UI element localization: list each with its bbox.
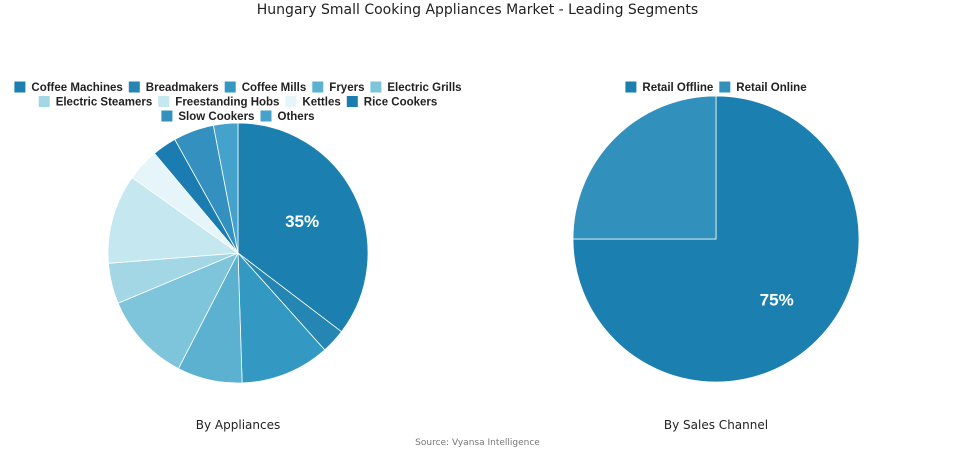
legend-item-kettles: Kettles bbox=[285, 96, 341, 109]
legend-label: Electric Grills bbox=[387, 82, 461, 94]
legend-swatch bbox=[625, 81, 637, 93]
chart-title: Hungary Small Cooking Appliances Market … bbox=[256, 2, 699, 18]
slice-electric-grills bbox=[117, 252, 239, 370]
legend-swatch bbox=[719, 81, 731, 93]
legend-swatch bbox=[346, 96, 358, 107]
legend-label: Retail Offline bbox=[642, 82, 713, 94]
slice-retail-online bbox=[572, 95, 717, 240]
legend-swatch bbox=[370, 81, 382, 93]
legend-swatch bbox=[260, 110, 272, 122]
legend-item-rice-cookers: Rice Cookers bbox=[346, 96, 438, 109]
legend-item-others: Others bbox=[260, 110, 315, 123]
legend-label: Coffee Machines bbox=[31, 82, 122, 94]
legend-label: Electric Steamers bbox=[56, 97, 153, 109]
pie-sales-channel: 75% bbox=[572, 95, 860, 383]
legend-item-retail-online: Retail Online bbox=[719, 81, 807, 94]
slice-freestanding-hobs bbox=[107, 177, 240, 264]
slice-coffee-mills bbox=[237, 251, 326, 384]
slice-coffee-machines bbox=[237, 122, 369, 333]
legend-swatch bbox=[158, 96, 170, 107]
legend-item-coffee-mills: Coffee Mills bbox=[224, 81, 307, 94]
data-label-coffee-machines: 35% bbox=[285, 212, 319, 231]
legend-item-freestanding-hobs: Freestanding Hobs bbox=[158, 96, 279, 109]
legend-swatch bbox=[161, 110, 173, 122]
slice-retail-offline bbox=[572, 95, 860, 383]
legend-label: Retail Online bbox=[736, 82, 806, 94]
legend-swatch bbox=[38, 96, 50, 107]
legend-item-breadmakers: Breadmakers bbox=[128, 81, 219, 94]
legend-item-electric-steamers: Electric Steamers bbox=[38, 96, 153, 109]
legend-swatch bbox=[224, 81, 236, 93]
legend-swatch bbox=[128, 81, 140, 93]
legend-item-slow-cookers: Slow Cookers bbox=[161, 110, 254, 123]
slice-others bbox=[212, 122, 239, 254]
legend-label: Kettles bbox=[302, 97, 340, 109]
legend-label: Fryers bbox=[329, 82, 364, 94]
legend-label: Others bbox=[278, 111, 315, 123]
legend-swatch bbox=[14, 81, 26, 93]
legend-appliances: Coffee Machines Breadmakers Coffee Mills Fr… bbox=[14, 81, 462, 123]
pie-appliances: 35% bbox=[107, 122, 369, 384]
legend-label: Breadmakers bbox=[146, 82, 219, 94]
legend-sales-channel: Retail Offline Retail Online bbox=[625, 81, 807, 94]
legend-label: Freestanding Hobs bbox=[175, 97, 279, 109]
legend-item-coffee-machines: Coffee Machines bbox=[14, 81, 123, 94]
legend-label: Rice Cookers bbox=[364, 97, 438, 109]
legend-item-retail-offline: Retail Offline bbox=[625, 81, 713, 94]
subtitle-appliances: By Appliances bbox=[195, 418, 281, 432]
legend-label: Slow Cookers bbox=[178, 111, 254, 123]
legend-swatch bbox=[312, 81, 324, 93]
data-label-retail-offline: 75% bbox=[760, 291, 794, 310]
legend-label: Coffee Mills bbox=[242, 82, 307, 94]
subtitle-sales-channel: By Sales Channel bbox=[663, 418, 769, 432]
source-note: Source: Vyansa Intelligence bbox=[415, 438, 540, 448]
legend-item-electric-grills: Electric Grills bbox=[370, 81, 462, 94]
legend-swatch bbox=[285, 96, 297, 107]
legend-item-fryers: Fryers bbox=[312, 81, 364, 94]
